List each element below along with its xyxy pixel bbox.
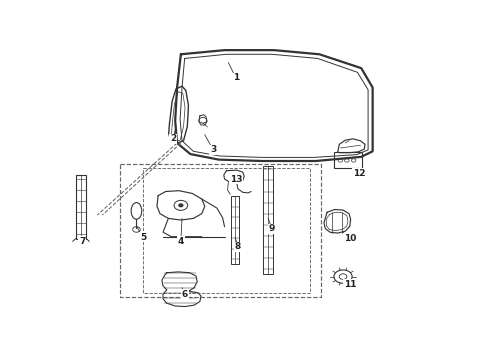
Text: 1: 1 (233, 73, 239, 82)
Text: 13: 13 (230, 175, 242, 184)
Text: 2: 2 (170, 134, 176, 143)
Text: 8: 8 (235, 242, 241, 251)
Bar (263, 166, 273, 274)
Text: 4: 4 (178, 237, 184, 246)
Bar (334, 152, 363, 168)
Text: 5: 5 (140, 233, 146, 242)
Text: 12: 12 (353, 169, 366, 178)
Text: 6: 6 (181, 289, 188, 298)
Text: 11: 11 (343, 280, 356, 289)
Bar (231, 196, 239, 264)
Text: 7: 7 (79, 237, 85, 246)
Text: 3: 3 (210, 145, 216, 154)
Text: 10: 10 (343, 234, 356, 243)
Bar (75, 175, 86, 239)
Text: 9: 9 (269, 224, 275, 233)
Circle shape (178, 204, 183, 207)
